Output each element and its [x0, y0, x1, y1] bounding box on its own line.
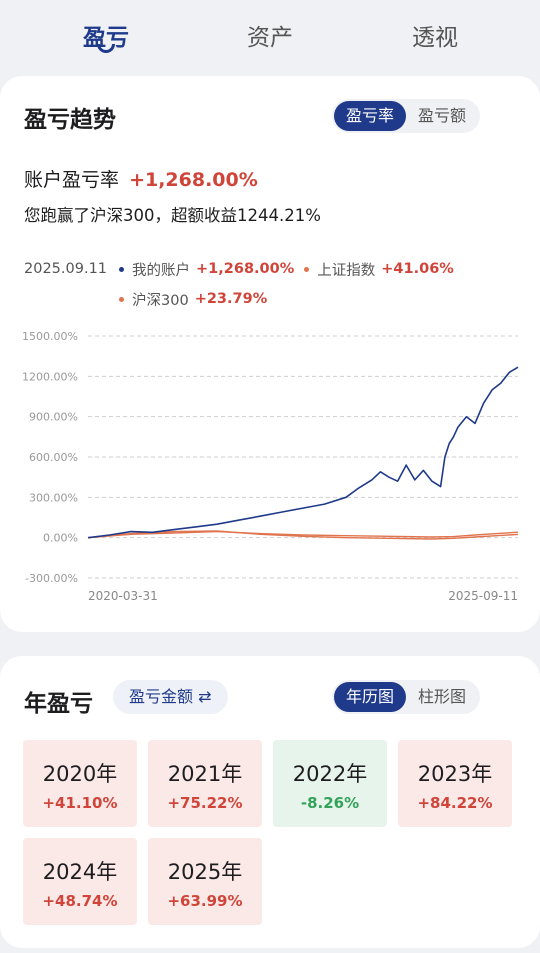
legend-dot — [119, 296, 124, 302]
y-tick-label: 0.00% — [43, 532, 78, 545]
segment-rate[interactable]: 盈亏率 — [334, 101, 407, 131]
tile-pct: -8.26% — [300, 794, 360, 812]
legend-name: 沪深300 — [132, 292, 189, 309]
legend-value: +1,268.00% — [196, 261, 295, 277]
tab-insight[interactable]: 透视 — [412, 25, 458, 51]
x-tick-label: 2025-09-11 — [448, 589, 518, 603]
year-tile-2020[interactable]: 2020年 +41.10% — [23, 740, 137, 827]
legend-item-csi300: 沪深300 +23.79% — [119, 289, 267, 310]
account-rate-label: 账户盈亏率 — [24, 169, 120, 191]
y-tick-label: 300.00% — [29, 491, 78, 504]
tile-year: 2024年 — [42, 860, 118, 884]
legend-value: +41.06% — [381, 261, 454, 277]
series-line-sse — [87, 530, 519, 539]
top-tab-bar: 盈亏 资产 透视 — [0, 0, 540, 70]
series-line-account — [87, 366, 519, 539]
account-rate-value: +1,268.00% — [129, 169, 258, 191]
trend-line-chart[interactable]: 1500.00% 1200.00% 900.00% 600.00% 300.00% 0.0… — [0, 320, 540, 610]
y-tick-label: 900.00% — [29, 411, 78, 424]
legend-dot — [304, 266, 310, 272]
year-tile-2021[interactable]: 2021年 +75.22% — [148, 740, 262, 827]
series-line-csi300 — [87, 530, 519, 540]
tile-pct: +48.74% — [42, 892, 118, 910]
y-tick-label: 1200.00% — [22, 370, 78, 383]
active-tab-indicator — [97, 44, 115, 53]
amount-toggle-button[interactable]: 盈亏金额 ⇄ — [113, 680, 228, 714]
account-rate-line: 账户盈亏率 +1,268.00% — [24, 165, 258, 192]
y-tick-label: 600.00% — [29, 451, 78, 464]
tile-year: 2023年 — [417, 762, 493, 786]
tile-pct: +84.22% — [417, 794, 493, 812]
annual-card: 年盈亏 盈亏金额 ⇄ 年历图 柱形图 2020年 +41.10% 2021年 +… — [0, 656, 540, 948]
trend-card: 盈亏趋势 盈亏率 盈亏额 账户盈亏率 +1,268.00% 您跑赢了沪深300，… — [0, 76, 540, 632]
tile-year: 2025年 — [167, 860, 243, 884]
legend-value: +23.79% — [194, 291, 268, 307]
year-tile-2024[interactable]: 2024年 +48.74% — [23, 838, 137, 925]
year-tile-2022[interactable]: 2022年 -8.26% — [273, 740, 387, 827]
legend-dot — [119, 266, 125, 272]
trend-title: 盈亏趋势 — [24, 107, 116, 133]
segment-bar[interactable]: 柱形图 — [418, 687, 467, 706]
segment-calendar[interactable]: 年历图 — [334, 682, 407, 712]
year-tile-2023[interactable]: 2023年 +84.22% — [398, 740, 512, 827]
chart-legend: 2025.09.11 我的账户 +1,268.00% 上证指数 +41.06% … — [24, 254, 524, 314]
legend-date: 2025.09.11 — [24, 261, 108, 277]
tile-year: 2020年 — [42, 762, 118, 786]
x-tick-label: 2020-03-31 — [88, 589, 158, 603]
legend-item-sse: 上证指数 +41.06% — [304, 259, 454, 280]
tile-pct: +63.99% — [167, 892, 243, 910]
annual-title: 年盈亏 — [24, 691, 93, 717]
legend-name: 上证指数 — [317, 262, 376, 279]
year-tile-2025[interactable]: 2025年 +63.99% — [148, 838, 262, 925]
legend-name: 我的账户 — [132, 262, 191, 279]
y-tick-label: 1500.00% — [22, 330, 78, 343]
tile-pct: +41.10% — [42, 794, 118, 812]
segment-amount[interactable]: 盈亏额 — [418, 106, 467, 125]
y-tick-label: -300.00% — [25, 572, 78, 585]
annual-view-segment: 年历图 柱形图 — [332, 680, 481, 714]
tile-pct: +75.22% — [167, 794, 243, 812]
trend-mode-segment: 盈亏率 盈亏额 — [332, 99, 481, 133]
tile-year: 2021年 — [167, 762, 243, 786]
legend-item-account: 我的账户 +1,268.00% — [119, 259, 294, 280]
tab-assets[interactable]: 资产 — [247, 25, 293, 51]
tile-year: 2022年 — [292, 762, 368, 786]
beat-index-text: 您跑赢了沪深300，超额收益1244.21% — [24, 206, 321, 225]
